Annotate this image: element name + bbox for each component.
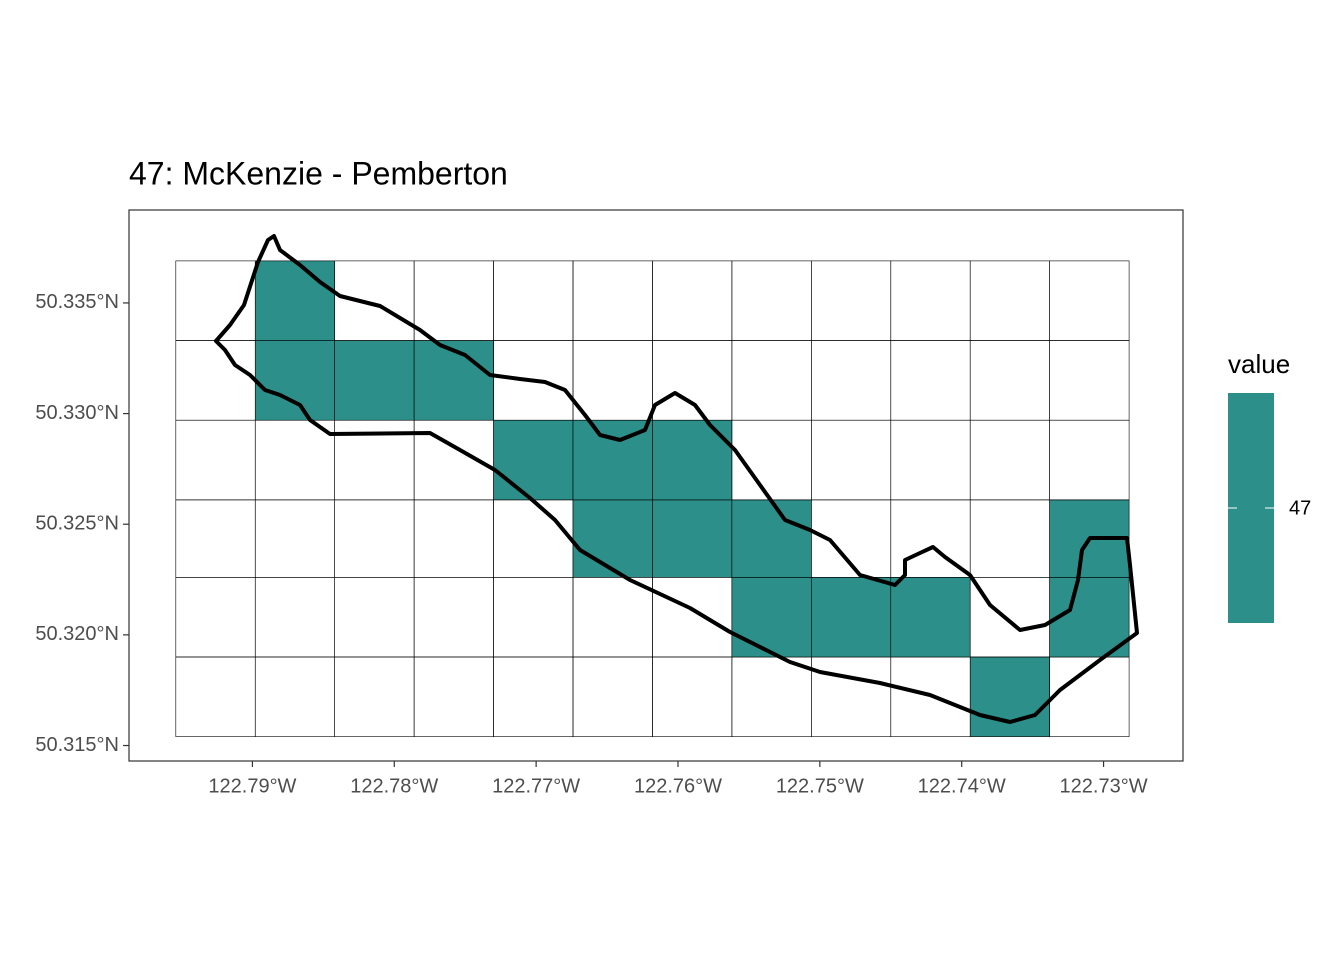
cell (254, 340, 335, 421)
cell (731, 577, 812, 658)
chart-title: 47: McKenzie - Pemberton (129, 155, 508, 191)
cell (969, 656, 1050, 737)
empty-cell (1049, 260, 1130, 341)
cell (413, 340, 494, 421)
x-tick-label: 122.74°W (918, 775, 1006, 797)
cell (334, 340, 415, 421)
y-tick-label: 50.330°N (35, 402, 119, 424)
x-tick-label: 122.79°W (208, 775, 296, 797)
legend-tick-label: 47 (1289, 497, 1311, 519)
x-tick-label: 122.77°W (492, 775, 580, 797)
cell (493, 419, 574, 501)
cell (572, 499, 653, 578)
x-tick-label: 122.75°W (776, 775, 864, 797)
panel-border (128, 209, 1184, 762)
cell (652, 499, 733, 578)
legend-title: value (1228, 349, 1290, 379)
x-tick-label: 122.78°W (350, 775, 438, 797)
cell (1049, 577, 1130, 658)
y-tick-label: 50.325°N (35, 513, 119, 535)
cell (254, 260, 335, 341)
cell (731, 499, 812, 578)
y-tick-label: 50.335°N (35, 291, 119, 313)
y-tick-label: 50.315°N (35, 734, 119, 756)
cell (811, 577, 892, 658)
boundary (214, 234, 1139, 724)
x-tick-label: 122.76°W (634, 775, 722, 797)
y-tick-label: 50.320°N (35, 623, 119, 645)
x-tick-label: 122.73°W (1060, 775, 1148, 797)
cell (890, 577, 971, 658)
cells (175, 260, 1130, 737)
